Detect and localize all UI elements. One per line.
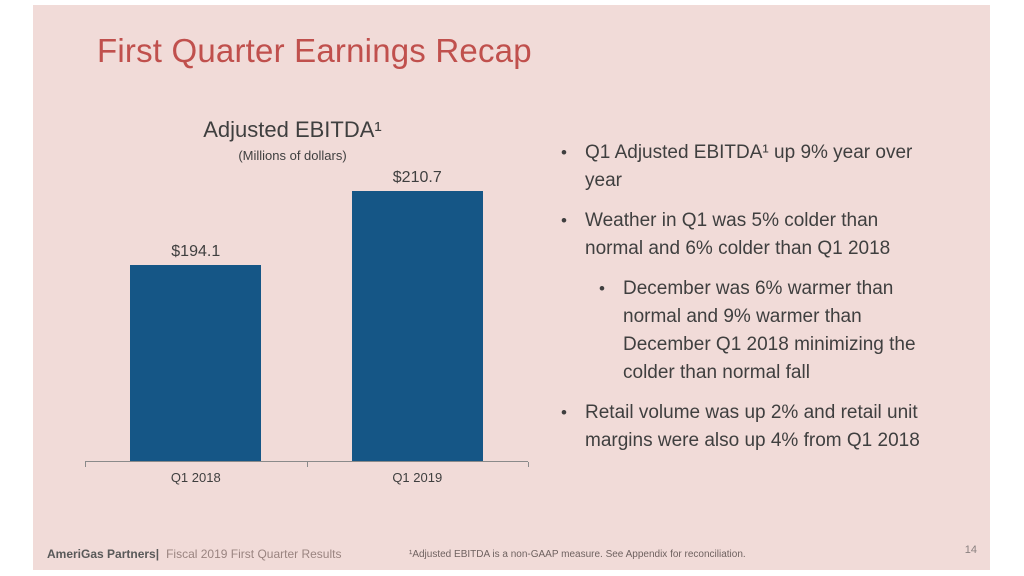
- page-title: First Quarter Earnings Recap: [97, 32, 532, 69]
- axis-tick: [528, 462, 529, 467]
- bar-q1-2019: [351, 191, 483, 461]
- bullet-dot-icon: •: [561, 143, 567, 162]
- axis-tick: [85, 462, 86, 467]
- footnote: ¹Adjusted EBITDA is a non-GAAP measure. …: [409, 549, 746, 560]
- bar-q1-2018: [130, 265, 262, 461]
- page-number: 14: [964, 544, 977, 556]
- axis-tick: [306, 462, 308, 467]
- chart-subtitle: (Millions of dollars): [238, 148, 347, 163]
- bullet-list: • Q1 Adjusted EBITDA¹ up 9% year over yea…: [561, 139, 971, 467]
- bullet-dot-icon: •: [599, 279, 605, 298]
- chart-plot: $194.1 Q1 2018 $210.7 Q1 2019: [85, 150, 529, 485]
- slide-canvas: First Quarter Earnings Recap Adjusted EB…: [33, 5, 990, 570]
- category-label: Q1 2018: [170, 470, 221, 485]
- bullet-item: • Retail volume was up 2% and retail unit…: [561, 399, 971, 455]
- bullet-text: Weather in Q1 was 5% colder than normal …: [585, 210, 891, 259]
- bullet-text: Retail volume was up 2% and retail unit …: [585, 402, 920, 451]
- chart-title: Adjusted EBITDA¹: [203, 117, 382, 142]
- footer-subtitle: Fiscal 2019 First Quarter Results: [166, 547, 342, 561]
- bullet-item: • December was 6% warmer than normal and …: [599, 275, 971, 387]
- bullet-item: • Weather in Q1 was 5% colder than normal…: [561, 207, 971, 263]
- bullet-dot-icon: •: [561, 211, 567, 230]
- bar-value-label: $194.1: [171, 243, 221, 260]
- bullet-item: • Q1 Adjusted EBITDA¹ up 9% year over yea…: [561, 139, 971, 195]
- footer-brand: AmeriGas Partners|: [47, 547, 160, 561]
- category-label: Q1 2019: [392, 470, 443, 485]
- bullet-dot-icon: •: [561, 403, 567, 422]
- bar-value-label: $210.7: [392, 169, 442, 186]
- footer: AmeriGas Partners| Fiscal 2019 First Quar…: [47, 547, 341, 561]
- bullet-text: December was 6% warmer than normal and 9…: [623, 278, 916, 383]
- bullet-text: Q1 Adjusted EBITDA¹ up 9% year over year: [585, 142, 913, 191]
